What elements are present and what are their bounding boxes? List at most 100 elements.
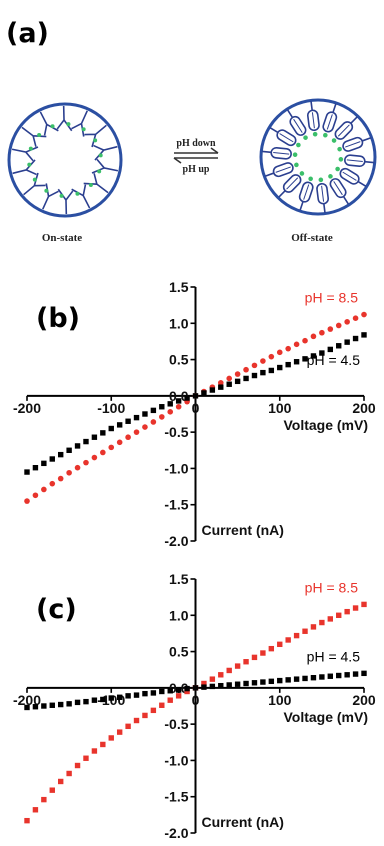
iv-chart-b: -200 -100 0 100 200 1.5 1.0 0.5 0.0 -0.5 -1.0 -1.5 -… [13,279,376,549]
data-point [218,384,224,390]
polymer-chain [71,184,91,209]
charge-dot [37,132,42,137]
data-point [234,663,241,669]
data-point [336,343,342,349]
polymer-chain [83,173,109,194]
panel-label-b: (b) [36,303,81,334]
data-point [336,612,342,618]
data-point [327,346,333,353]
data-point [108,735,114,741]
x-tick-label: 100 [268,400,292,416]
data-point [251,680,258,686]
data-point [277,677,283,684]
arrow-label-ph-down: pH down [176,138,216,149]
collapsed-brush [269,127,301,148]
data-point [201,390,207,396]
polymer-chain [21,126,47,147]
data-point [293,359,300,365]
series-ph-4-5 [24,670,367,711]
data-point [319,619,325,626]
data-point [361,332,367,338]
data-point [361,311,367,318]
data-point [100,430,106,436]
charge-dot [98,153,103,158]
data-point [218,672,224,678]
collapsed-brush [322,103,338,138]
data-point [32,492,39,499]
data-point [302,337,308,344]
data-point [100,449,106,456]
collapsed-brush [286,109,308,140]
collapsed-brush [265,162,299,178]
data-point [91,748,98,754]
data-point [302,628,308,634]
off-state-polymer-brushes [262,101,374,213]
on-state-channel [7,102,123,218]
data-point [319,329,325,336]
data-point [74,443,81,449]
series-ph-8-5 [24,601,367,824]
data-point [159,702,165,708]
data-point [142,411,148,417]
data-point [83,459,89,466]
polymer-chain [56,105,73,132]
data-point [302,356,308,362]
data-point [133,717,140,724]
data-point [150,407,157,414]
data-point [133,429,140,435]
x-axis-title: Voltage (mV) [283,709,368,725]
iv-chart-c: -200-10001002001.51.00.50.0-0.5-1.0-1.5-… [13,571,376,841]
data-point [268,367,275,374]
x-axis-title: Voltage (mV) [283,417,368,433]
data-point [277,641,283,648]
data-point [159,414,165,420]
data-point [260,650,266,656]
data-point [184,395,190,401]
data-point [58,701,64,708]
data-point [24,817,30,824]
data-point [125,693,131,699]
data-point [83,698,89,705]
data-point [116,422,123,428]
y-tick-label: 1.5 [169,279,189,295]
data-point [184,685,190,692]
data-point [32,807,39,813]
data-point [344,339,350,345]
data-point [108,695,114,701]
y-tick-label: -1.5 [164,789,188,805]
data-point [293,632,300,639]
y-tick-label: -2.0 [164,825,188,841]
data-point [226,682,232,688]
data-point [335,322,342,329]
collapsed-brush [262,147,298,160]
data-point [251,654,258,661]
polymer-chain [84,124,107,148]
y-tick-label: 1.0 [169,607,189,623]
polymer-chain [12,159,37,176]
data-point [41,460,47,467]
data-point [83,438,89,445]
data-point [344,319,350,325]
data-point [285,677,291,683]
panel-label-a: (a) [6,18,49,49]
data-point [302,675,308,682]
data-point [344,608,350,615]
y-axis-title: Current (nA) [202,814,284,830]
data-point [175,693,182,699]
data-point [209,683,216,690]
data-point [218,682,224,689]
data-point [234,681,241,687]
data-point [159,404,165,410]
panel-label-c: (c) [36,594,77,625]
equilibrium-arrows-icon [173,147,219,164]
charge-dot [66,122,71,127]
data-point [125,723,131,730]
charge-dot [81,127,86,132]
charge-dot [59,193,64,198]
charge-dot [50,124,55,129]
data-point [32,465,39,471]
data-point [83,755,89,761]
collapsed-brush [331,116,358,143]
data-point [74,699,81,706]
